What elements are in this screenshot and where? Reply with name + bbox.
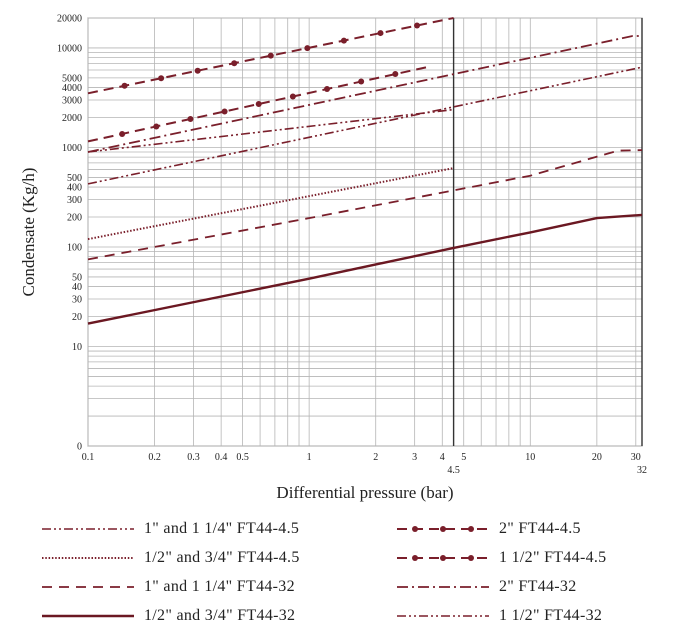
x-tick-label: 30: [631, 452, 641, 463]
legend-item: 1" and 1 1/4" FT44-4.5: [40, 516, 299, 542]
series-marker-6: [221, 108, 228, 115]
x-tick-label: 32: [637, 465, 647, 476]
series-marker-6: [392, 71, 399, 78]
legend-label: 1/2" and 3/4" FT44-4.5: [144, 549, 300, 566]
y-tick-label: 2000: [62, 113, 82, 124]
legend-swatch: [397, 615, 489, 617]
x-tick-label: 5: [461, 452, 466, 463]
legend-label: 2" FT44-32: [499, 578, 577, 595]
series-marker-5: [231, 60, 238, 67]
series-line-4: [87, 213, 643, 325]
legend-label: 1 1/2" FT44-4.5: [499, 549, 607, 566]
y-tick-label: 20: [72, 312, 82, 323]
y-tick-label: 40: [72, 282, 82, 293]
y-tick-label: 4000: [62, 83, 82, 94]
y-axis-title: Condensate (Kg/h): [19, 168, 38, 297]
series-marker-6: [153, 123, 160, 130]
x-axis-title: Differential pressure (bar): [276, 483, 453, 502]
legend-swatch: [397, 555, 489, 561]
series-marker-5: [158, 75, 165, 82]
y-tick-label: 3000: [62, 95, 82, 106]
x-tick-label: 4.5: [447, 465, 460, 476]
legend: 1" and 1 1/4" FT44-4.5 1/2" and 3/4" FT44…: [0, 512, 679, 630]
x-tick-label: 0.3: [187, 452, 200, 463]
y-tick-label: 100: [67, 242, 82, 253]
series-layer: [87, 17, 643, 325]
legend-item: 2" FT44-4.5: [395, 516, 581, 542]
legend-label: 1" and 1 1/4" FT44-32: [144, 578, 295, 595]
legend-swatch: [397, 526, 489, 532]
legend-swatch: [397, 586, 489, 588]
legend-label: 1" and 1 1/4" FT44-4.5: [144, 520, 300, 537]
plot-frame: [87, 17, 643, 447]
x-tick-label: 4: [440, 452, 445, 463]
legend-swatch: [42, 557, 134, 559]
legend-item: 1/2" and 3/4" FT44-4.5: [40, 545, 300, 571]
series-marker-5: [121, 82, 128, 89]
series-line-7: [87, 35, 642, 153]
y-tick-label: 10: [72, 342, 82, 353]
y-tick-label: 400: [67, 183, 82, 194]
chart-canvas: 0.1 0.2 0.3 0.4 0.5 1 2 3 4 5 10 20 30 4.5 32 0 10 20 30 40…: [19, 14, 647, 503]
y-tick-label: 1000: [62, 143, 82, 154]
series-marker-6: [289, 93, 296, 100]
y-tick-label: 200: [67, 213, 82, 224]
legend-swatch: [42, 586, 134, 588]
legend-label: 1 1/2" FT44-32: [499, 607, 603, 624]
series-marker-6: [119, 130, 126, 137]
series-marker-5: [414, 22, 421, 29]
series-marker-6: [187, 115, 194, 122]
y-tick-label: 10000: [57, 43, 82, 54]
legend-item: 1" and 1 1/4" FT44-32: [40, 574, 295, 600]
x-tick-label: 2: [373, 452, 378, 463]
legend-item: 2" FT44-32: [395, 574, 577, 600]
legend-item: 1 1/2" FT44-4.5: [395, 545, 606, 571]
legend-label: 1/2" and 3/4" FT44-32: [144, 607, 296, 624]
x-tick-label: 0.4: [215, 452, 228, 463]
series-marker-5: [194, 67, 201, 74]
y-tick-label: 300: [67, 195, 82, 206]
series-line-6: [87, 65, 430, 143]
x-tick-label: 0.5: [236, 452, 249, 463]
x-tick-label: 0.1: [82, 452, 95, 463]
legend-swatch: [42, 528, 134, 530]
y-tick-label: 5000: [62, 73, 82, 84]
y-tick-label: 0: [77, 442, 82, 453]
legend-item: 1 1/2" FT44-32: [395, 603, 602, 629]
y-tick-label: 20000: [57, 14, 82, 25]
legend-item: 1/2" and 3/4" FT44-32: [40, 603, 295, 629]
series-marker-5: [340, 37, 347, 44]
legend-label: 2" FT44-4.5: [499, 520, 581, 537]
x-tick-label: 10: [525, 452, 535, 463]
series-line-1: [87, 108, 454, 153]
series-line-5: [87, 17, 454, 95]
series-line-2: [87, 167, 454, 241]
series-marker-6: [358, 78, 365, 85]
x-tick-label: 0.2: [148, 452, 161, 463]
tick-labels: 0.1 0.2 0.3 0.4 0.5 1 2 3 4 5 10 20 30 4.5 32 0 10 20 30 40…: [57, 14, 647, 477]
x-tick-label: 3: [412, 452, 417, 463]
series-line-3: [87, 149, 643, 261]
y-tick-label: 30: [72, 295, 82, 306]
series-line-8: [87, 66, 643, 185]
series-marker-5: [267, 52, 274, 59]
y-tick-label: 500: [67, 173, 82, 184]
series-marker-5: [377, 30, 384, 37]
series-marker-5: [304, 45, 311, 52]
legend-swatch: [42, 614, 134, 618]
x-tick-label: 1: [307, 452, 312, 463]
y-tick-label: 50: [72, 272, 82, 283]
series-marker-6: [255, 100, 262, 107]
x-tick-label: 20: [592, 452, 602, 463]
series-marker-6: [324, 86, 331, 93]
grid: [87, 17, 643, 447]
